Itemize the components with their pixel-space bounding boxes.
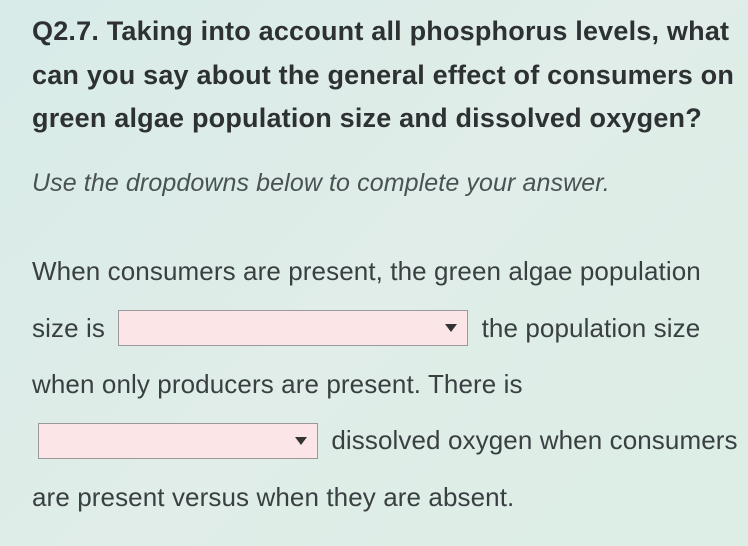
question-prompt: Q2.7. Taking into account all phosphorus… xyxy=(32,10,748,141)
dissolved-oxygen-dropdown[interactable] xyxy=(38,423,318,459)
instruction-text: Use the dropdowns below to complete your… xyxy=(32,169,748,198)
population-size-dropdown[interactable] xyxy=(118,310,468,346)
answer-sentence: When consumers are present, the green al… xyxy=(32,242,748,524)
